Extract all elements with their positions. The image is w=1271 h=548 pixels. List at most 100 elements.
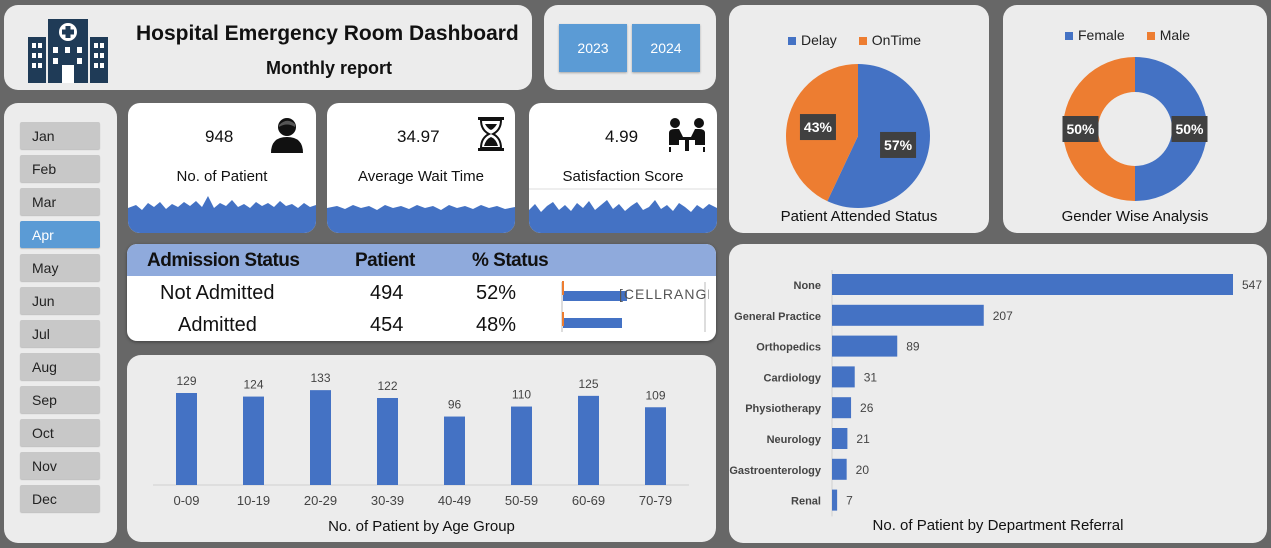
department-bar	[832, 489, 838, 511]
year-button-2023[interactable]: 2023	[559, 24, 627, 72]
data-label: 43%	[804, 119, 833, 135]
tick-label: 70-79	[639, 493, 672, 508]
year-button-2024[interactable]: 2024	[632, 24, 700, 72]
kpi-card-patients: 948 No. of Patient	[128, 103, 316, 233]
data-label: 109	[645, 388, 665, 402]
kpi-value: 34.97	[397, 127, 440, 146]
month-button-mar[interactable]: Mar	[20, 188, 100, 215]
admission-bar-admitted	[563, 318, 622, 328]
age-group-bars: 129 0-09 124 10-19 133 20-29 122 30-39 96 40-49 11…	[153, 371, 689, 508]
month-slicer: Jan Feb Mar Apr May Jun Jul Aug Sep Oct …	[4, 103, 117, 543]
data-label: 96	[448, 398, 462, 412]
donut-slice-female	[1135, 57, 1207, 201]
department-chart: None 547 General Practice 207 Orthopedics 89 C…	[729, 244, 1267, 543]
year-selector: 2023 2024	[544, 5, 716, 90]
month-button-jan[interactable]: Jan	[20, 122, 100, 149]
tick-label: General Practice	[734, 311, 821, 323]
kpi-label: No. of Patient	[176, 168, 268, 185]
month-button-nov[interactable]: Nov	[20, 452, 100, 479]
kpi-value: 948	[205, 127, 234, 146]
month-button-aug[interactable]: Aug	[20, 353, 100, 380]
tick-label: 10-19	[237, 493, 270, 508]
data-label-box	[880, 131, 917, 158]
kpi-label: Average Wait Time	[358, 168, 484, 185]
admission-bar-not-admitted	[563, 291, 627, 301]
data-label: 21	[856, 432, 870, 446]
month-button-oct[interactable]: Oct	[20, 419, 100, 446]
legend-item-female: Female	[1065, 27, 1125, 43]
title-card: Hospital Emergency Room Dashboard Monthl…	[4, 5, 532, 90]
pct-cell: 48%	[476, 314, 517, 336]
legend: Delay OnTime	[788, 32, 921, 48]
consultation-icon	[669, 118, 705, 152]
data-label-box	[799, 114, 836, 141]
tick-label: 0-09	[173, 493, 199, 508]
sparkline	[327, 205, 515, 233]
data-label: 207	[993, 309, 1013, 323]
age-group-chart: 129 0-09 124 10-19 133 20-29 122 30-39 96 40-49 11…	[127, 355, 716, 542]
department-bar	[832, 335, 898, 357]
legend: Female Male	[1065, 27, 1190, 43]
data-label: 122	[377, 379, 397, 393]
tick-label: 40-49	[438, 493, 471, 508]
table-header	[127, 244, 716, 276]
month-button-may[interactable]: May	[20, 254, 100, 281]
month-button-dec[interactable]: Dec	[20, 485, 100, 512]
data-label: 31	[864, 370, 878, 384]
tick-label: 30-39	[371, 493, 404, 508]
legend-item-male: Male	[1146, 27, 1190, 43]
data-label: 129	[176, 374, 196, 388]
tick-label: Gastroenterology	[729, 465, 822, 477]
department-bar	[832, 458, 847, 480]
hourglass-icon	[478, 117, 504, 151]
pct-cell: 52%	[476, 282, 517, 304]
status-cell: Admitted	[178, 314, 257, 336]
age-bar	[444, 416, 465, 485]
column-header-patient: Patient	[355, 250, 415, 271]
chart-title: No. of Patient by Department Referral	[872, 517, 1124, 534]
data-label-box	[1062, 116, 1099, 142]
department-bar	[832, 428, 848, 449]
legend-item-ontime: OnTime	[858, 32, 921, 48]
month-button-feb[interactable]: Feb	[20, 155, 100, 182]
attended-status-chart: Delay OnTime 57% 43% Patient Attended Sta…	[729, 5, 989, 233]
month-button-sep[interactable]: Sep	[20, 386, 100, 413]
page-title: Hospital Emergency Room Dashboard	[136, 22, 519, 45]
month-button-jun[interactable]: Jun	[20, 287, 100, 314]
month-button-apr[interactable]: Apr	[20, 221, 100, 248]
kpi-card-wait-time: 34.97 Average Wait Time	[327, 103, 515, 233]
hospital-icon	[28, 19, 108, 83]
bar-marker	[562, 312, 564, 326]
donut-slice-male	[1063, 57, 1135, 201]
pie-slice-delay	[827, 64, 930, 208]
tick-label: None	[794, 280, 822, 292]
legend-item-delay: Delay	[788, 32, 837, 48]
pie-chart: 57% 43%	[786, 64, 930, 208]
kpi-value: 4.99	[605, 127, 639, 146]
data-label: 89	[906, 340, 920, 354]
department-bar	[832, 397, 852, 419]
data-label: 133	[310, 371, 330, 385]
patient-cell: 454	[370, 314, 404, 336]
tick-label: 50-59	[505, 493, 538, 508]
tick-label: 20-29	[304, 493, 337, 508]
data-label: 110	[512, 388, 531, 402]
tick-label: Neurology	[767, 434, 822, 446]
column-header-status: Admission Status	[147, 250, 300, 271]
data-label: 547	[1242, 278, 1262, 292]
tick-label: 60-69	[572, 493, 605, 508]
data-label: 50%	[1066, 121, 1095, 137]
chart-title: Gender Wise Analysis	[1061, 208, 1209, 225]
cell-range-label: [CELLRANGE]	[619, 286, 709, 302]
status-cell: Not Admitted	[160, 282, 275, 304]
patient-icon	[271, 118, 303, 153]
data-label: 125	[578, 377, 598, 391]
data-label: 20	[856, 463, 870, 477]
chart-title: Patient Attended Status	[780, 208, 938, 225]
department-bar	[832, 274, 1233, 295]
age-bar	[310, 390, 331, 485]
month-button-jul[interactable]: Jul	[20, 320, 100, 347]
tick-label: Orthopedics	[756, 342, 821, 354]
column-header-pct: % Status	[472, 250, 549, 271]
